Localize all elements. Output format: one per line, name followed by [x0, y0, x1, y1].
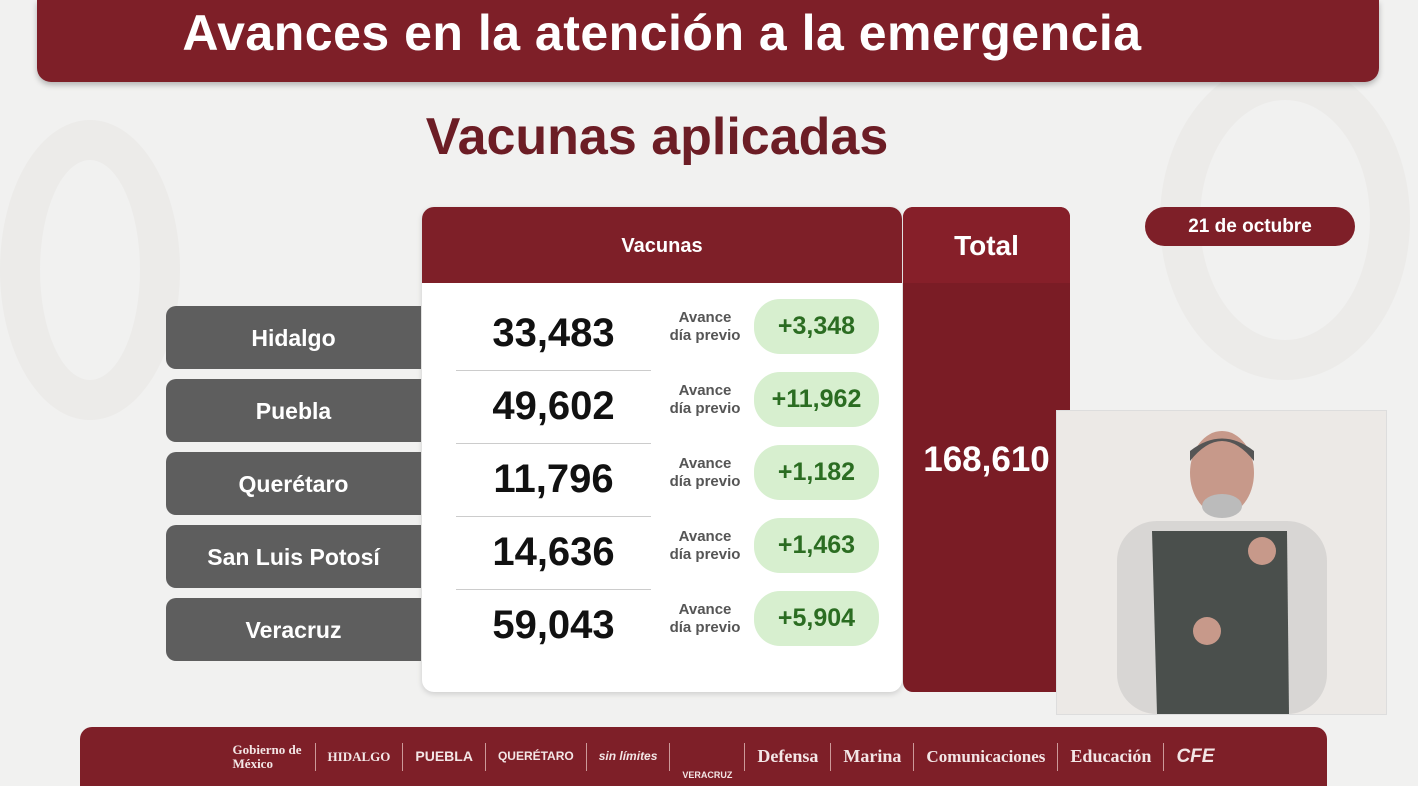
- state-label: Veracruz: [166, 598, 421, 661]
- state-label: Hidalgo: [166, 306, 421, 369]
- interpreter-figure: [1117, 431, 1327, 714]
- sign-language-interpreter-video: [1056, 410, 1387, 715]
- logo-divider: [484, 742, 486, 771]
- page-title: Avances en la atención a la emergencia: [182, 5, 1142, 61]
- avance-label-line: Avance: [678, 382, 732, 399]
- total-column: Total: [903, 207, 1070, 692]
- logo-divider: [1163, 742, 1165, 771]
- row-divider: [456, 370, 651, 371]
- logo-divider: [913, 742, 915, 771]
- avance-label-line: Avance: [678, 601, 732, 618]
- logo-divider: [585, 742, 587, 771]
- vacunas-value: 11,796: [493, 457, 614, 501]
- avance-badge: +3,348: [754, 299, 879, 354]
- logo-veracruz: VERACRUZ: [682, 769, 733, 780]
- vacunas-value: 59,043: [492, 603, 615, 647]
- avance-badge: +1,463: [754, 518, 879, 573]
- logo-educacion: Educación: [1070, 746, 1152, 767]
- logo-divider: [830, 742, 832, 771]
- total-header: Total: [903, 207, 1070, 283]
- avance-label-line: día previo: [669, 400, 741, 417]
- logo-slp: sin límites: [598, 749, 658, 764]
- logo-puebla: PUEBLA: [415, 748, 473, 765]
- logo-hidalgo: HIDALGO: [327, 748, 391, 764]
- logo-cfe: CFE: [1176, 745, 1215, 767]
- avance-label-line: día previo: [669, 327, 741, 344]
- logo-queretaro: QUERÉTARO: [497, 749, 574, 764]
- vacunas-value: 33,483: [492, 311, 615, 355]
- subtitle: Vacunas aplicadas: [425, 108, 889, 166]
- logo-marina: Marina: [843, 746, 902, 767]
- logo-divider: [1057, 742, 1059, 771]
- avance-label: Avance día previo: [660, 528, 750, 564]
- logo-divider: [314, 742, 316, 771]
- total-value: 168,610: [923, 440, 1050, 479]
- avance-label-line: día previo: [669, 473, 741, 490]
- state-label: Querétaro: [166, 452, 421, 515]
- row-divider: [456, 516, 651, 517]
- logo-comunicaciones: Comunicaciones: [926, 746, 1046, 766]
- state-label: Puebla: [166, 379, 421, 442]
- avance-label: Avance día previo: [660, 309, 750, 345]
- row-divider: [456, 443, 651, 444]
- avance-label-line: Avance: [678, 455, 732, 472]
- avance-label-line: Avance: [678, 528, 732, 545]
- logo-divider: [402, 742, 404, 771]
- avance-label-line: Avance: [678, 309, 732, 326]
- avance-badge: +1,182: [754, 445, 879, 500]
- date-badge: 21 de octubre: [1145, 207, 1355, 246]
- avance-label-line: día previo: [669, 619, 741, 636]
- row-divider: [456, 589, 651, 590]
- avance-badge: +11,962: [754, 372, 879, 427]
- avance-label: Avance día previo: [660, 455, 750, 491]
- title-bar: Avances en la atención a la emergencia: [37, 0, 1379, 82]
- logo-divider: [744, 742, 746, 771]
- avance-label-line: día previo: [669, 546, 741, 563]
- logo-divider: [669, 742, 671, 771]
- avance-label: Avance día previo: [660, 382, 750, 418]
- logo-gobierno-mexico: Gobierno de México: [232, 741, 302, 771]
- footer-logo-bar: Gobierno de México HIDALGO PUEBLA QUERÉT…: [80, 727, 1327, 786]
- logo-defensa: Defensa: [757, 746, 819, 767]
- avance-label: Avance día previo: [660, 601, 750, 637]
- state-label: San Luis Potosí: [166, 525, 421, 588]
- vacunas-value: 49,602: [492, 384, 615, 428]
- avance-badge: +5,904: [754, 591, 879, 646]
- vacunas-value: 14,636: [492, 530, 615, 574]
- vacunas-header: Vacunas: [422, 207, 902, 283]
